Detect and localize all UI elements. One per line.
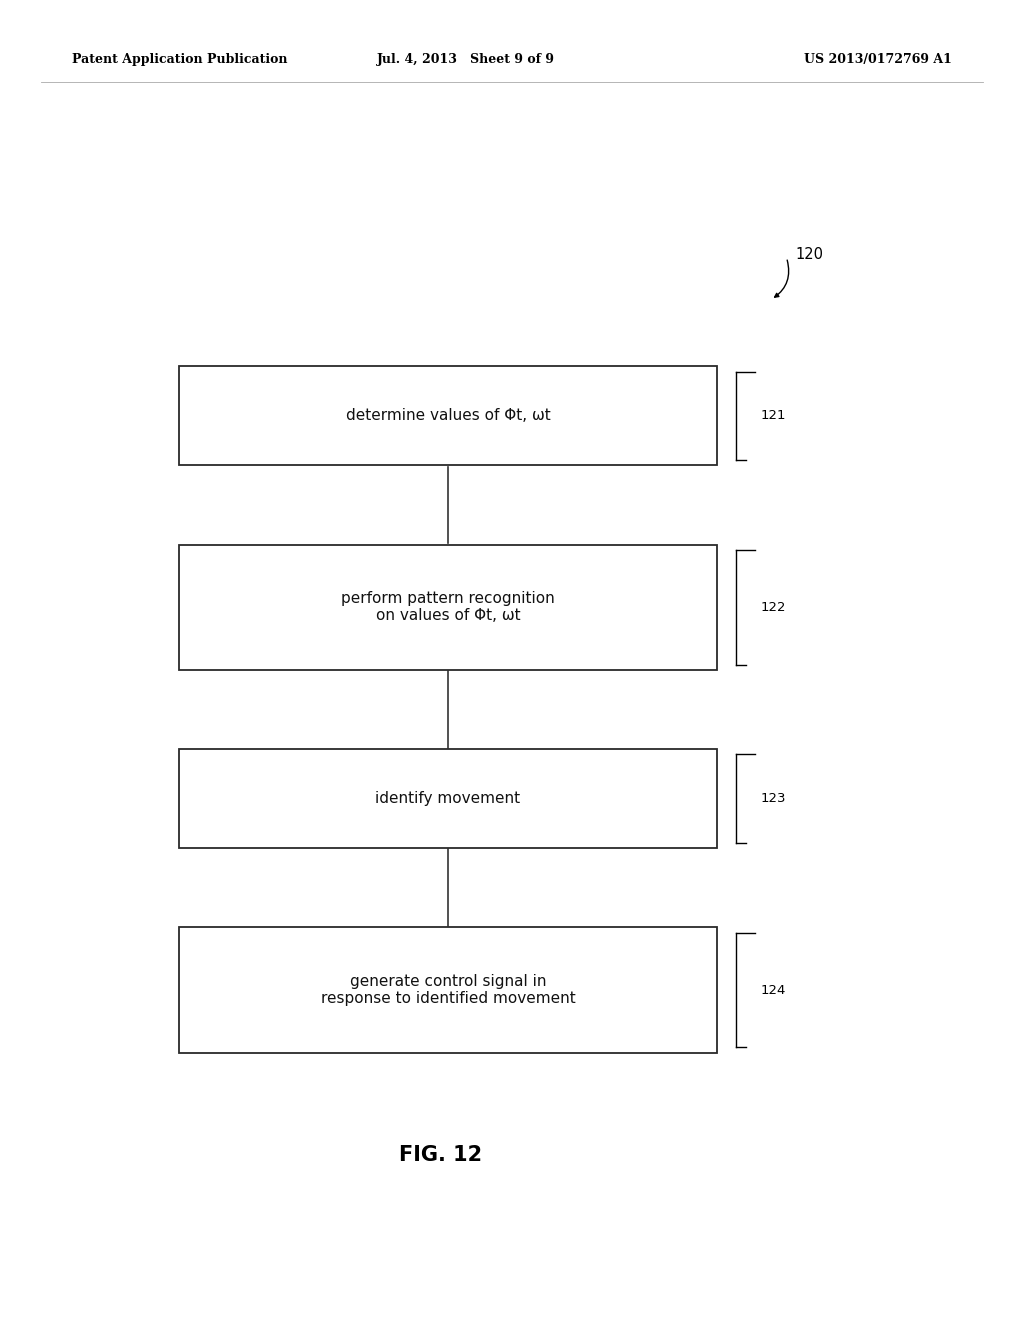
FancyBboxPatch shape	[179, 748, 717, 847]
Text: FIG. 12: FIG. 12	[398, 1144, 482, 1166]
Text: US 2013/0172769 A1: US 2013/0172769 A1	[805, 53, 952, 66]
FancyBboxPatch shape	[179, 544, 717, 671]
Text: 120: 120	[796, 247, 823, 263]
FancyBboxPatch shape	[179, 366, 717, 465]
Text: 123: 123	[761, 792, 786, 805]
FancyBboxPatch shape	[179, 927, 717, 1053]
Text: generate control signal in
response to identified movement: generate control signal in response to i…	[321, 974, 575, 1006]
Text: determine values of Φt, ωt: determine values of Φt, ωt	[346, 408, 550, 424]
Text: 124: 124	[761, 983, 786, 997]
Text: 121: 121	[761, 409, 786, 422]
Text: Patent Application Publication: Patent Application Publication	[72, 53, 287, 66]
Text: identify movement: identify movement	[376, 791, 520, 807]
Text: 122: 122	[761, 601, 786, 614]
Text: perform pattern recognition
on values of Φt, ωt: perform pattern recognition on values of…	[341, 591, 555, 623]
Text: Jul. 4, 2013   Sheet 9 of 9: Jul. 4, 2013 Sheet 9 of 9	[377, 53, 555, 66]
